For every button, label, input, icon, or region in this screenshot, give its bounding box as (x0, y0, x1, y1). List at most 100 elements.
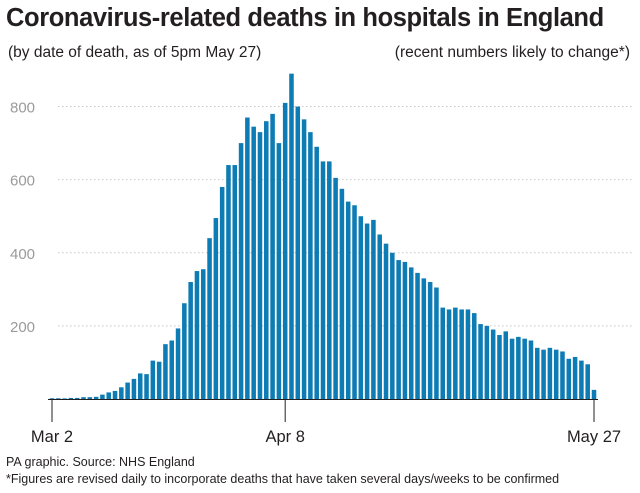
bar (131, 378, 137, 399)
x-axis: Mar 2 Apr 8 May 27 (31, 399, 621, 446)
bar (163, 344, 168, 399)
bar (295, 106, 301, 400)
bar (345, 201, 351, 399)
bar (175, 328, 181, 399)
bar (497, 335, 502, 399)
bar (200, 269, 206, 399)
bar (137, 373, 143, 399)
bar (301, 119, 307, 399)
bar (100, 394, 105, 399)
bar (270, 113, 275, 399)
bar (74, 397, 80, 399)
bar (213, 218, 219, 399)
bar (484, 325, 490, 399)
bar (251, 126, 256, 400)
bar (87, 397, 93, 399)
footer-note: *Figures are revised daily to incorporat… (6, 472, 560, 486)
bar (547, 347, 553, 399)
bar (585, 364, 590, 399)
bar (509, 338, 515, 399)
bar (553, 349, 559, 399)
bar (207, 238, 212, 399)
bar (421, 278, 427, 399)
bar (49, 398, 55, 399)
bar (150, 360, 156, 399)
bar (182, 303, 187, 399)
bar (314, 146, 319, 399)
bar (377, 234, 382, 399)
bar (119, 387, 124, 399)
bar (453, 307, 458, 399)
bar (572, 356, 578, 399)
bar (156, 361, 162, 399)
x-tick-label: Apr 8 (265, 428, 304, 446)
bar (320, 161, 326, 399)
bar (490, 329, 496, 399)
footer-source: PA graphic. Source: NHS England (6, 455, 195, 469)
bar (238, 143, 244, 399)
chart-title: Coronavirus-related deaths in hospitals … (6, 4, 604, 32)
bar (516, 336, 521, 399)
bar (390, 252, 395, 399)
bar (62, 398, 67, 399)
bar (446, 309, 452, 399)
bar (566, 358, 572, 399)
bars (49, 73, 597, 400)
bar (440, 307, 446, 399)
bar (579, 360, 584, 399)
bar (459, 309, 464, 399)
bar (541, 349, 546, 399)
bar (106, 392, 111, 399)
y-tick-label: 600 (10, 173, 35, 190)
bar (327, 161, 332, 399)
bar (226, 165, 231, 399)
x-tick-label: Mar 2 (31, 428, 73, 446)
bar (371, 219, 376, 399)
gridlines: 200 400 600 800 (10, 100, 632, 336)
bar (81, 397, 86, 399)
bar (427, 282, 433, 399)
bar (232, 165, 238, 399)
x-tick-label: May 27 (567, 428, 621, 446)
bar (289, 73, 294, 400)
bar (522, 338, 527, 399)
bar (434, 287, 439, 399)
bar (358, 216, 364, 399)
bar (188, 282, 193, 399)
bar (396, 260, 401, 399)
bar (535, 347, 540, 399)
y-tick-label: 800 (10, 100, 35, 117)
bar (264, 121, 269, 399)
bar (478, 324, 483, 399)
bar (169, 340, 175, 399)
bar (125, 382, 130, 399)
chart-subtitle-right: (recent numbers likely to change*) (394, 44, 630, 61)
bar (383, 243, 389, 399)
bar (465, 309, 471, 399)
bar (68, 397, 74, 399)
bar (402, 261, 408, 399)
bar (591, 389, 597, 399)
bar (276, 143, 282, 399)
bar (93, 396, 99, 399)
bar (219, 186, 225, 399)
bar (364, 223, 370, 399)
bar (257, 132, 263, 399)
y-tick-label: 400 (10, 246, 35, 263)
bar (408, 267, 414, 399)
bar (560, 351, 565, 399)
bar (194, 271, 200, 399)
bar (245, 117, 250, 400)
chart-subtitle-left: (by date of death, as of 5pm May 27) (8, 44, 262, 61)
bar (471, 313, 477, 399)
bar (339, 188, 345, 399)
bar (112, 390, 118, 399)
bar (333, 177, 338, 399)
bar (282, 102, 288, 400)
bar (503, 331, 509, 399)
y-tick-label: 200 (10, 319, 35, 336)
bar (415, 272, 420, 399)
bar (308, 132, 313, 399)
